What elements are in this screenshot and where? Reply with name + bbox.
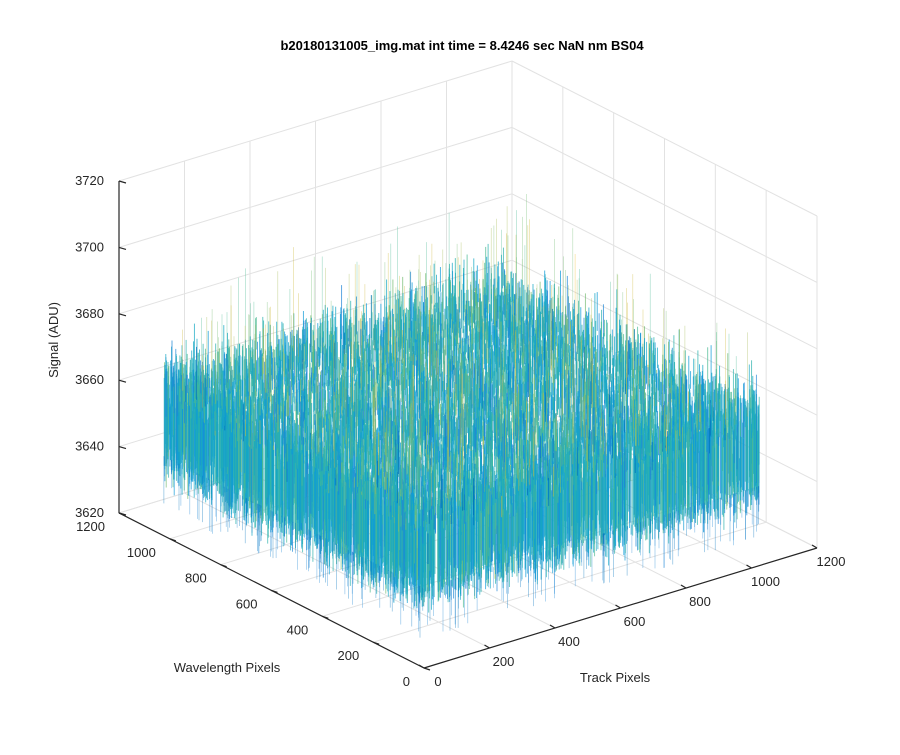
surface-chart: 0200400600800100012000200400600800100012…: [0, 0, 900, 750]
